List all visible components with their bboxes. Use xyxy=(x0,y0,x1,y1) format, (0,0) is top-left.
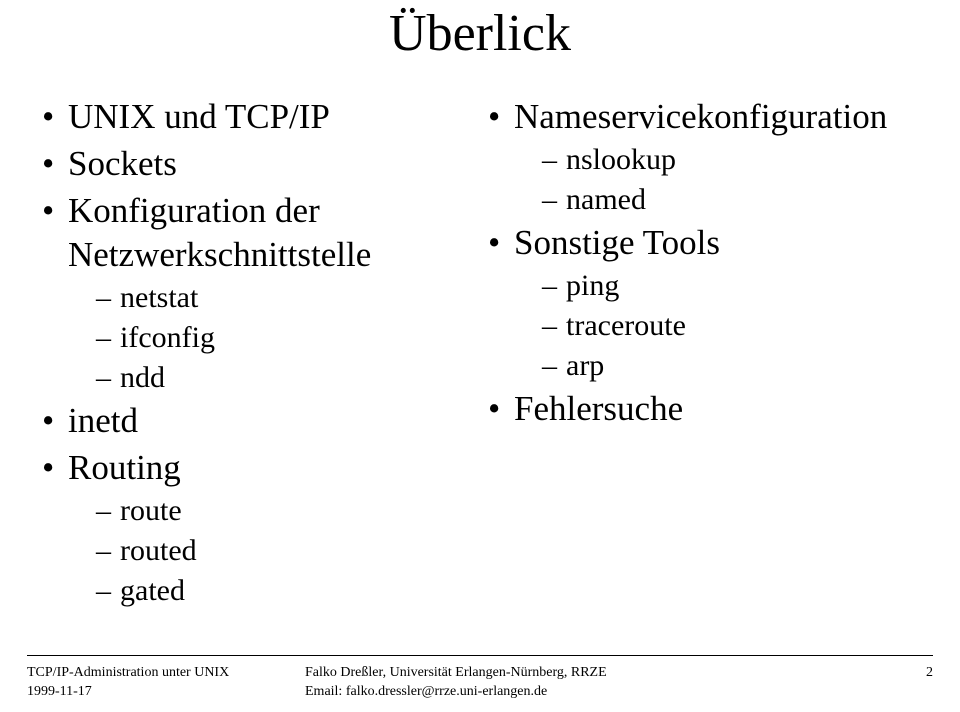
list-label: Fehlersuche xyxy=(514,389,683,428)
sub-item: routed xyxy=(94,531,484,570)
footer-email: Email: falko.dressler@rrze.uni-erlangen.… xyxy=(305,683,873,702)
sub-list: nslookup named xyxy=(540,140,930,219)
list-item: Routing route routed gated xyxy=(38,446,484,610)
footer-date: 1999-11-17 xyxy=(27,683,305,702)
list-label: Konfiguration der Netzwerkschnittstelle xyxy=(68,191,371,275)
slide-title: Überlick xyxy=(0,4,960,63)
list-item: Nameservicekonfiguration nslookup named xyxy=(484,95,930,219)
sub-item: netstat xyxy=(94,278,484,317)
footer: TCP/IP-Administration unter UNIX 1999-11… xyxy=(27,664,933,702)
list-label: Sonstige Tools xyxy=(514,223,720,262)
footer-center: Falko Dreßler, Universität Erlangen-Nürn… xyxy=(305,664,873,702)
right-list: Nameservicekonfiguration nslookup named … xyxy=(484,95,930,431)
list-item: UNIX und TCP/IP xyxy=(38,95,484,140)
slide: Überlick UNIX und TCP/IP Sockets Konfigu… xyxy=(0,0,960,712)
list-item: Konfiguration der Netzwerkschnittstelle … xyxy=(38,189,484,398)
list-item: Sonstige Tools ping traceroute arp xyxy=(484,221,930,385)
list-item: Fehlersuche xyxy=(484,387,930,432)
left-column: UNIX und TCP/IP Sockets Konfiguration de… xyxy=(38,95,484,612)
footer-left: TCP/IP-Administration unter UNIX 1999-11… xyxy=(27,664,305,702)
list-item: inetd xyxy=(38,399,484,444)
sub-item: gated xyxy=(94,571,484,610)
sub-item: nslookup xyxy=(540,140,930,179)
sub-list: ping traceroute arp xyxy=(540,266,930,385)
content-columns: UNIX und TCP/IP Sockets Konfiguration de… xyxy=(38,95,930,612)
list-label: Nameservicekonfiguration xyxy=(514,97,887,136)
sub-item: route xyxy=(94,491,484,530)
sub-item: traceroute xyxy=(540,306,930,345)
sub-item: ifconfig xyxy=(94,318,484,357)
sub-item: ping xyxy=(540,266,930,305)
right-column: Nameservicekonfiguration nslookup named … xyxy=(484,95,930,612)
list-label: UNIX und TCP/IP xyxy=(68,97,330,136)
sub-list: route routed gated xyxy=(94,491,484,610)
sub-list: netstat ifconfig ndd xyxy=(94,278,484,397)
footer-divider xyxy=(27,655,933,656)
list-label: inetd xyxy=(68,401,138,440)
sub-item: arp xyxy=(540,346,930,385)
list-label: Routing xyxy=(68,448,181,487)
footer-author: Falko Dreßler, Universität Erlangen-Nürn… xyxy=(305,664,873,683)
list-item: Sockets xyxy=(38,142,484,187)
footer-page: 2 xyxy=(873,664,933,702)
footer-course: TCP/IP-Administration unter UNIX xyxy=(27,664,305,683)
list-label: Sockets xyxy=(68,144,177,183)
sub-item: named xyxy=(540,180,930,219)
sub-item: ndd xyxy=(94,358,484,397)
left-list: UNIX und TCP/IP Sockets Konfiguration de… xyxy=(38,95,484,610)
